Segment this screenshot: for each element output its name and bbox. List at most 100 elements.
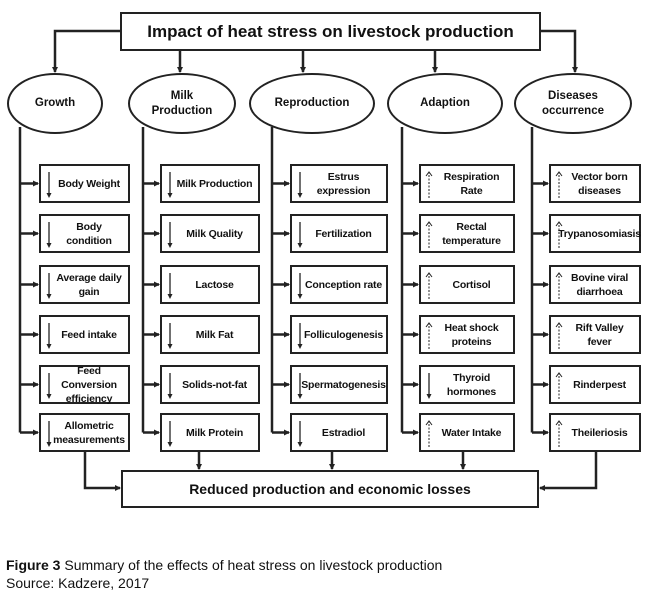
effect-label: Solids-not-fat: [182, 378, 247, 391]
effect-box: Respiration Rate: [419, 164, 515, 203]
decrease-arrow-icon: [167, 222, 173, 248]
increase-arrow-icon: [555, 171, 563, 198]
decrease-arrow-icon: [167, 172, 173, 198]
effect-box: Rectal temperature: [419, 214, 515, 253]
effect-label: Milk Fat: [195, 328, 234, 341]
effect-box: Estrus expression: [290, 164, 388, 203]
increase-arrow-icon: [555, 272, 563, 299]
effect-box: Theileriosis: [549, 413, 641, 452]
effect-label: Average daily gain: [56, 271, 122, 298]
effect-box: Milk Production: [160, 164, 260, 203]
effect-label: Spermatogenesis: [301, 378, 386, 391]
effect-box: Folliculogenesis: [290, 315, 388, 354]
effect-label: Rectal temperature: [442, 220, 501, 247]
category-adaption: Adaption: [387, 73, 503, 134]
decrease-arrow-icon: [46, 273, 52, 299]
effect-label: Water Intake: [441, 426, 502, 439]
effect-label: Body Weight: [58, 177, 120, 190]
effect-label: Cortisol: [452, 278, 491, 291]
effect-label: Bovine viral diarrhoea: [570, 271, 629, 298]
decrease-arrow-icon: [297, 273, 303, 299]
effect-label: Milk Protein: [185, 426, 244, 439]
decrease-arrow-icon: [46, 172, 52, 198]
effect-box: Feed Conversion efficiency: [39, 365, 130, 405]
decrease-arrow-icon: [297, 172, 303, 198]
effect-label: Respiration Rate: [443, 170, 500, 197]
effect-box: Conception rate: [290, 265, 388, 304]
decrease-arrow-icon: [426, 373, 432, 399]
effect-label: Vector born diseases: [571, 170, 628, 197]
effect-label: Conception rate: [305, 278, 382, 291]
effect-label: Fertilization: [315, 227, 372, 240]
decrease-arrow-icon: [167, 421, 173, 447]
decrease-arrow-icon: [297, 373, 303, 399]
arrow-to-growth: [52, 29, 120, 73]
effect-box: Lactose: [160, 265, 260, 304]
caption-source: Source: Kadzere, 2017: [6, 575, 150, 591]
effect-box: Milk Fat: [160, 315, 260, 354]
effect-box: Cortisol: [419, 265, 515, 304]
effect-box: Rinderpest: [549, 365, 641, 404]
increase-arrow-icon: [425, 171, 433, 198]
category-diseases-occurrence: Diseases occurrence: [514, 73, 632, 134]
effect-box: Water Intake: [419, 413, 515, 452]
figure-label: Figure 3: [6, 557, 61, 573]
effect-box: Allometric measurements: [39, 413, 130, 452]
decrease-arrow-icon: [167, 273, 173, 299]
decrease-arrow-icon: [46, 421, 52, 447]
decrease-arrow-icon: [297, 323, 303, 349]
decrease-arrow-icon: [297, 222, 303, 248]
effect-label: Allometric measurements: [53, 419, 125, 446]
increase-arrow-icon: [555, 322, 563, 349]
category-milk-production: Milk Production: [128, 73, 236, 134]
title-box: Impact of heat stress on livestock produ…: [120, 12, 541, 51]
effect-label: Estrus expression: [316, 170, 371, 197]
effect-label: Thyroid hormones: [446, 371, 497, 398]
decrease-arrow-icon: [297, 421, 303, 447]
effect-label: Body condition: [66, 220, 112, 247]
effect-box: Milk Protein: [160, 413, 260, 452]
effect-box: Thyroid hormones: [419, 365, 515, 404]
decrease-arrow-icon: [46, 222, 52, 248]
effect-box: Heat shock proteins: [419, 315, 515, 354]
effect-label: Milk Production: [176, 177, 253, 190]
arrow-diseases-to-outcome: [539, 452, 598, 491]
effect-label: Milk Quality: [186, 227, 243, 240]
effect-box: Rift Valley fever: [549, 315, 641, 354]
caption-text: Summary of the effects of heat stress on…: [60, 557, 443, 573]
increase-arrow-icon: [555, 372, 563, 399]
increase-arrow-icon: [425, 272, 433, 299]
decrease-arrow-icon: [167, 373, 173, 399]
effect-label: Feed intake: [61, 328, 117, 341]
arrow-growth-to-outcome: [83, 452, 121, 491]
effect-box: Solids-not-fat: [160, 365, 260, 404]
effect-label: Lactose: [195, 278, 234, 291]
outcome-box: Reduced production and economic losses: [121, 470, 539, 508]
effect-label: Rinderpest: [573, 378, 626, 391]
category-growth: Growth: [7, 73, 103, 134]
effect-label: Trypanosomiasis: [558, 227, 641, 240]
increase-arrow-icon: [425, 420, 433, 447]
effect-box: Feed intake: [39, 315, 130, 354]
increase-arrow-icon: [555, 221, 563, 248]
effect-label: Estradiol: [321, 426, 366, 439]
effect-box: Body Weight: [39, 164, 130, 203]
effect-box: Average daily gain: [39, 265, 130, 304]
effect-box: Bovine viral diarrhoea: [549, 265, 641, 304]
effect-box: Fertilization: [290, 214, 388, 253]
decrease-arrow-icon: [46, 373, 52, 399]
decrease-arrow-icon: [46, 323, 52, 349]
increase-arrow-icon: [425, 322, 433, 349]
outcome-text: Reduced production and economic losses: [189, 481, 471, 497]
category-reproduction: Reproduction: [249, 73, 375, 134]
title-text: Impact of heat stress on livestock produ…: [147, 21, 514, 41]
figure-caption: Figure 3 Summary of the effects of heat …: [6, 556, 442, 592]
effect-label: Heat shock proteins: [444, 321, 499, 348]
effect-box: Spermatogenesis: [290, 365, 388, 404]
effect-box: Trypanosomiasis: [549, 214, 641, 253]
effect-box: Body condition: [39, 214, 130, 253]
effect-box: Estradiol: [290, 413, 388, 452]
effect-box: Milk Quality: [160, 214, 260, 253]
